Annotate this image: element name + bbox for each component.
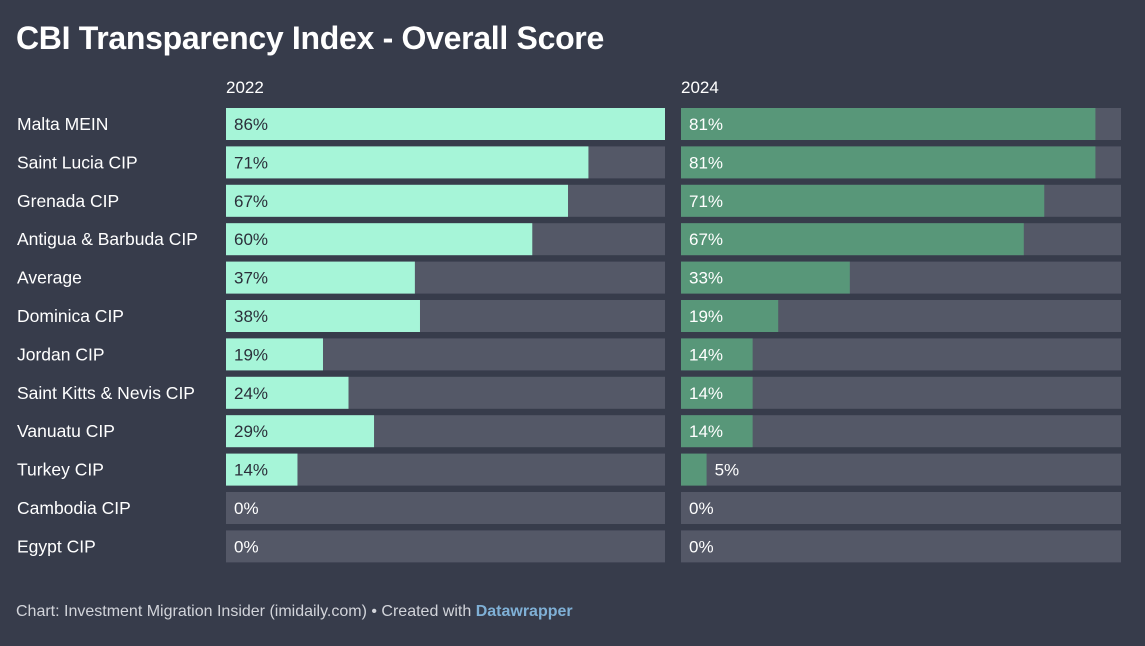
column-header-2022: 2022 bbox=[226, 78, 264, 97]
data-label-2024: 19% bbox=[689, 307, 723, 326]
category-label: Jordan CIP bbox=[17, 344, 105, 364]
data-label-2024: 81% bbox=[689, 115, 723, 134]
data-label-2024: 5% bbox=[715, 461, 740, 480]
data-label-2024: 0% bbox=[689, 537, 714, 556]
data-label-2022: 86% bbox=[234, 115, 268, 134]
data-label-2022: 24% bbox=[234, 384, 268, 403]
category-label: Vanuatu CIP bbox=[17, 421, 115, 441]
category-label: Grenada CIP bbox=[17, 191, 119, 211]
data-label-2022: 29% bbox=[234, 422, 268, 441]
category-label: Cambodia CIP bbox=[17, 498, 131, 518]
category-label: Turkey CIP bbox=[17, 460, 104, 480]
bar-track-2024 bbox=[681, 453, 1121, 486]
bar-2022 bbox=[226, 223, 533, 256]
category-label: Egypt CIP bbox=[17, 536, 96, 556]
data-label-2024: 71% bbox=[689, 192, 723, 211]
bar-track-2024 bbox=[681, 415, 1121, 448]
data-label-2024: 67% bbox=[689, 230, 723, 249]
bar-2022 bbox=[226, 184, 569, 217]
footer-brand-link[interactable]: Datawrapper bbox=[475, 603, 573, 620]
bar-2022 bbox=[226, 261, 415, 294]
bar-track-2024 bbox=[681, 530, 1121, 563]
data-label-2022: 37% bbox=[234, 269, 268, 288]
data-label-2022: 19% bbox=[234, 345, 268, 364]
bar-2022 bbox=[226, 415, 375, 448]
bar-track-2024 bbox=[681, 376, 1121, 409]
data-label-2024: 14% bbox=[689, 345, 723, 364]
data-label-2024: 81% bbox=[689, 153, 723, 172]
bar-2022 bbox=[226, 300, 420, 332]
chart-footer: Chart: Investment Migration Insider (imi… bbox=[16, 603, 573, 621]
bar-track-2024 bbox=[681, 492, 1121, 524]
category-label: Malta MEIN bbox=[17, 114, 108, 134]
bar-2024 bbox=[681, 453, 707, 486]
data-label-2024: 0% bbox=[689, 499, 714, 518]
bar-2024 bbox=[681, 300, 779, 332]
data-label-2022: 71% bbox=[234, 153, 268, 172]
bar-2022 bbox=[226, 453, 298, 486]
category-label: Average bbox=[17, 268, 82, 288]
bar-2024 bbox=[681, 338, 753, 371]
data-label-2024: 33% bbox=[689, 269, 723, 288]
bar-2022 bbox=[226, 146, 589, 179]
data-label-2024: 14% bbox=[689, 384, 723, 403]
bar-2024 bbox=[681, 223, 1024, 256]
bar-2024 bbox=[681, 184, 1045, 217]
chart-title: CBI Transparency Index - Overall Score bbox=[16, 20, 604, 56]
data-label-2022: 67% bbox=[234, 192, 268, 211]
bar-2024 bbox=[681, 108, 1096, 140]
data-label-2022: 0% bbox=[234, 537, 259, 556]
bar-2024 bbox=[681, 376, 753, 409]
bar-2022 bbox=[226, 338, 323, 371]
category-label: Saint Lucia CIP bbox=[17, 152, 138, 172]
data-label-2022: 38% bbox=[234, 307, 268, 326]
footer-source: Chart: Investment Migration Insider (imi… bbox=[16, 603, 476, 620]
data-label-2022: 60% bbox=[234, 230, 268, 249]
bar-track-2022 bbox=[226, 453, 665, 486]
bar-track-2024 bbox=[681, 338, 1121, 371]
category-label: Saint Kitts & Nevis CIP bbox=[17, 383, 195, 403]
data-label-2024: 14% bbox=[689, 422, 723, 441]
category-label: Dominica CIP bbox=[17, 306, 124, 326]
bar-2024 bbox=[681, 415, 753, 448]
data-label-2022: 14% bbox=[234, 461, 268, 480]
category-label: Antigua & Barbuda CIP bbox=[17, 229, 198, 249]
bar-2022 bbox=[226, 108, 665, 140]
bar-2024 bbox=[681, 146, 1096, 179]
bar-track-2022 bbox=[226, 492, 665, 524]
data-label-2022: 0% bbox=[234, 499, 259, 518]
bar-track-2022 bbox=[226, 530, 665, 563]
column-header-2024: 2024 bbox=[681, 78, 719, 97]
bar-2022 bbox=[226, 376, 349, 409]
bar-2024 bbox=[681, 261, 850, 294]
